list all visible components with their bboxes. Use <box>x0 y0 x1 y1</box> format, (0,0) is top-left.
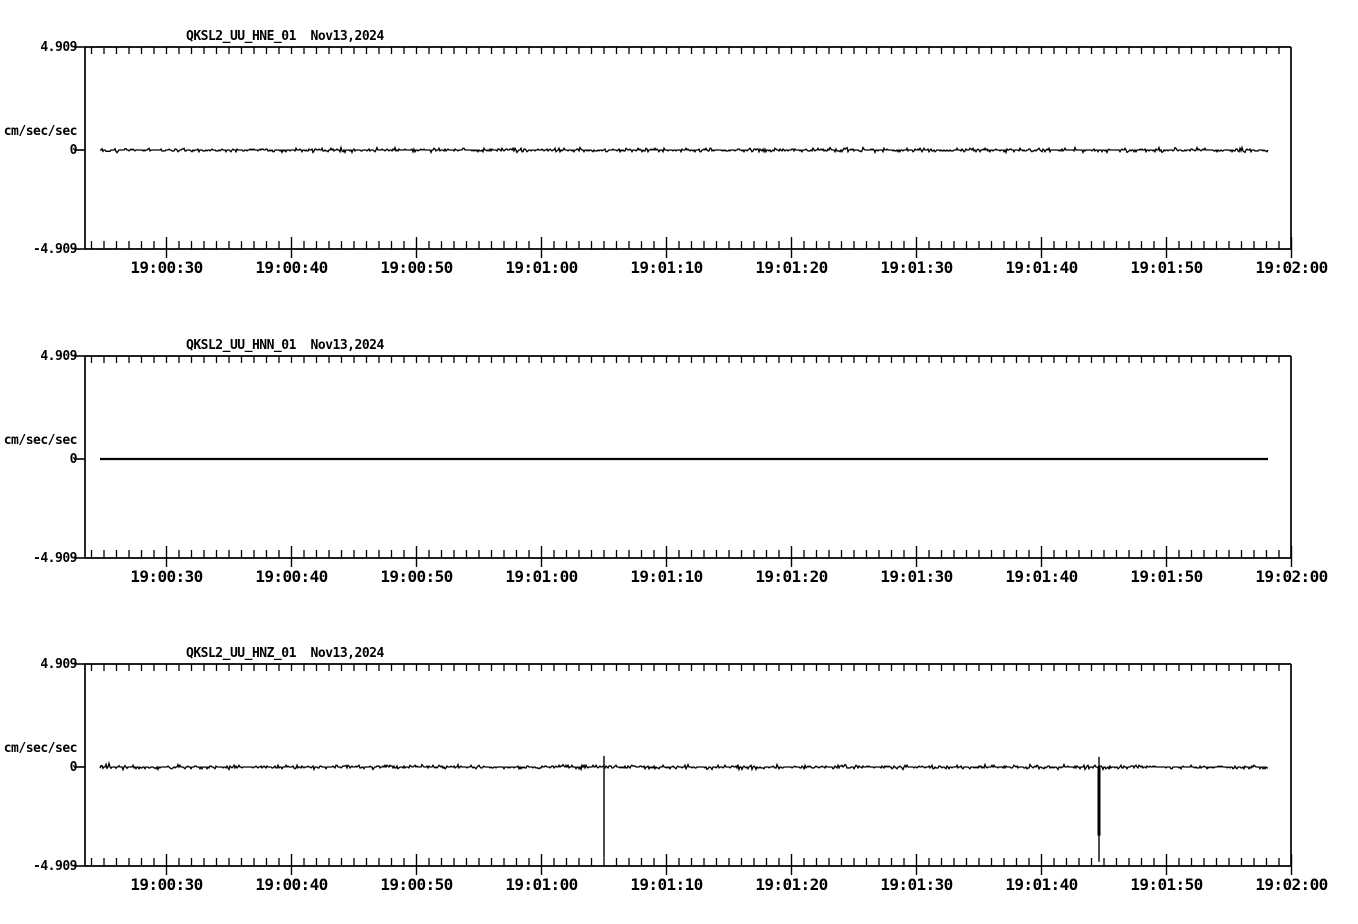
y-tick-label-min: -4.909 <box>33 242 77 257</box>
x-tick-label: 19:01:30 <box>880 875 953 894</box>
y-tick-label-zero: 0 <box>69 143 78 158</box>
y-axis-unit-label: cm/sec/sec <box>3 124 78 139</box>
waveform-panel-hnn: QKSL2_UU_HNN_01 Nov13,2024 4.909 cm/sec/… <box>0 309 1358 615</box>
x-tick-label: 19:01:20 <box>755 875 828 894</box>
x-tick-label: 19:01:00 <box>505 567 578 586</box>
x-tick-label: 19:00:40 <box>255 567 328 586</box>
panel-title: QKSL2_UU_HNZ_01 Nov13,2024 <box>186 646 384 661</box>
x-tick-label: 19:00:40 <box>255 258 328 277</box>
y-tick-label-min: -4.909 <box>33 551 77 566</box>
x-tick-label: 19:00:40 <box>255 875 328 894</box>
y-axis-unit-label: cm/sec/sec <box>3 433 78 448</box>
x-tick-label: 19:00:30 <box>130 258 203 277</box>
x-tick-label: 19:00:30 <box>130 875 203 894</box>
x-tick-label: 19:02:00 <box>1255 567 1328 586</box>
y-tick-label-zero: 0 <box>69 760 78 775</box>
waveform-panel-hnz: QKSL2_UU_HNZ_01 Nov13,2024 4.909 cm/sec/… <box>0 617 1358 923</box>
y-tick-label-max: 4.909 <box>40 657 77 672</box>
x-tick-label: 19:01:50 <box>1130 875 1203 894</box>
x-tick-label: 19:00:50 <box>380 567 453 586</box>
x-tick-label: 19:02:00 <box>1255 258 1328 277</box>
x-tick-label: 19:01:00 <box>505 875 578 894</box>
y-tick-label-max: 4.909 <box>40 349 77 364</box>
x-tick-label: 19:01:40 <box>1005 875 1078 894</box>
waveform-panel-hne: QKSL2_UU_HNE_01 Nov13,2024 4.909 cm/sec/… <box>0 0 1358 306</box>
waveform-plot-hne <box>74 46 1293 258</box>
y-axis-unit-label: cm/sec/sec <box>3 741 78 756</box>
x-tick-label: 19:01:20 <box>755 567 828 586</box>
panel-title: QKSL2_UU_HNN_01 Nov13,2024 <box>186 338 384 353</box>
y-tick-label-zero: 0 <box>69 452 78 467</box>
panel-title: QKSL2_UU_HNE_01 Nov13,2024 <box>186 29 384 44</box>
x-tick-label: 19:01:20 <box>755 258 828 277</box>
x-tick-label: 19:01:10 <box>630 567 703 586</box>
x-tick-label: 19:00:30 <box>130 567 203 586</box>
y-tick-label-min: -4.909 <box>33 859 77 874</box>
x-tick-label: 19:01:40 <box>1005 567 1078 586</box>
waveform-plot-hnz <box>74 663 1293 875</box>
x-tick-label: 19:00:50 <box>380 258 453 277</box>
x-tick-label: 19:01:10 <box>630 875 703 894</box>
x-tick-label: 19:01:10 <box>630 258 703 277</box>
x-tick-label: 19:02:00 <box>1255 875 1328 894</box>
x-tick-label: 19:01:50 <box>1130 567 1203 586</box>
x-tick-label: 19:01:50 <box>1130 258 1203 277</box>
x-tick-label: 19:01:00 <box>505 258 578 277</box>
x-tick-label: 19:01:30 <box>880 258 953 277</box>
x-tick-label: 19:01:40 <box>1005 258 1078 277</box>
x-tick-label: 19:00:50 <box>380 875 453 894</box>
waveform-plot-hnn <box>74 355 1293 567</box>
y-tick-label-max: 4.909 <box>40 40 77 55</box>
x-tick-label: 19:01:30 <box>880 567 953 586</box>
